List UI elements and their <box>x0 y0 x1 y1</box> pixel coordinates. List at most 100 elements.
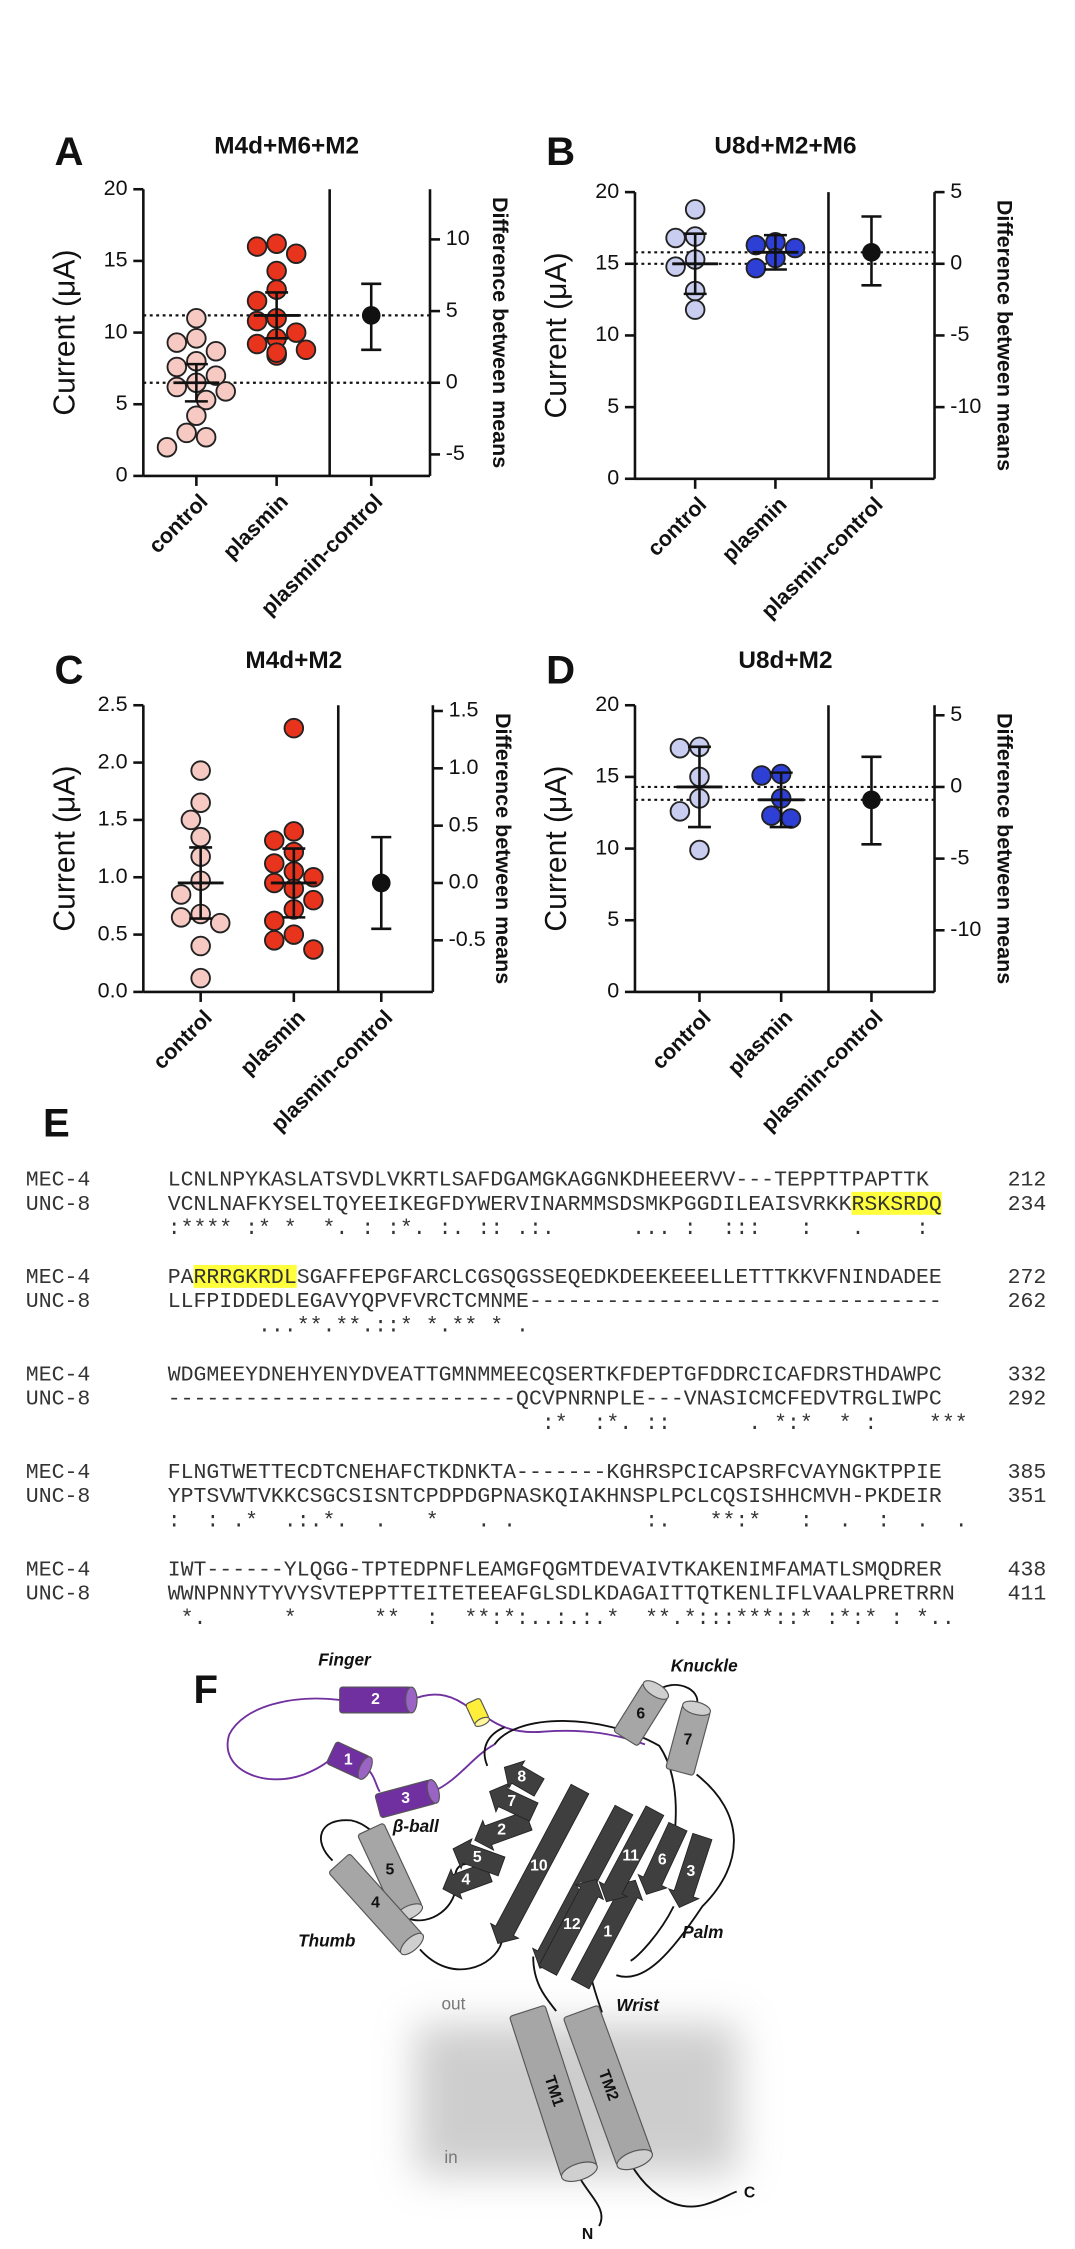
strand-label: 4 <box>461 1872 470 1889</box>
strand <box>637 1821 688 1895</box>
y2-tick-label: -5 <box>446 441 465 465</box>
x-tick-label: plasmin <box>236 1005 310 1079</box>
y-tick-label: 0.0 <box>98 979 128 1003</box>
chart-title: U8d+M2 <box>738 647 832 674</box>
data-point <box>264 830 285 851</box>
y-axis-title: Current (μA) <box>49 250 82 416</box>
data-point <box>761 805 782 826</box>
data-point <box>264 910 285 932</box>
strand-arrow <box>667 1832 713 1908</box>
data-point <box>303 889 324 911</box>
helix <box>665 1700 712 1776</box>
data-point <box>246 236 268 257</box>
strand-arrow <box>598 1805 665 1903</box>
chart-title: U8d+M2+M6 <box>714 132 856 159</box>
helix-end <box>616 2149 654 2171</box>
y2-axis-title: Difference between means <box>993 713 1017 984</box>
y-tick-label: 2.5 <box>98 692 128 716</box>
strand-label: 11 <box>622 1847 639 1864</box>
y-tick-label: 20 <box>595 692 619 716</box>
data-point <box>751 765 772 786</box>
residues: LCNLNPYKASLATSVDLVKRTLSAFDGAMGKAGGNKDHEE… <box>168 1168 929 1192</box>
panel-label: A <box>54 129 83 174</box>
y2-tick-label: 5 <box>446 298 458 322</box>
y2-tick-label: 0 <box>446 369 458 393</box>
data-point <box>190 967 211 989</box>
region-label: β-ball <box>392 1816 440 1836</box>
data-point <box>166 376 188 398</box>
loop <box>419 1941 503 1971</box>
helix-end <box>682 1700 712 1716</box>
residues: YPTSVWTVKKCSGCSISNTCPDPDGPNASKQIAKHNSPLP… <box>168 1485 942 1509</box>
helix <box>465 1698 491 1727</box>
data-point <box>190 792 211 813</box>
y2-tick-label: 10 <box>446 226 470 250</box>
strand-arrow <box>503 1760 545 1797</box>
x-tick-label: control <box>647 1005 715 1073</box>
data-point <box>665 256 686 277</box>
y-tick-label: 5 <box>607 394 619 418</box>
y2-tick-label: -5 <box>950 845 969 869</box>
terminus: N <box>582 2226 593 2243</box>
data-point <box>166 356 188 378</box>
data-point <box>186 308 207 329</box>
residues: SGAFFEPGFARCLCGSQGSSEQEDKDEEKEEELLETTTKK… <box>297 1266 942 1290</box>
data-point <box>205 365 227 386</box>
y-tick-label: 0.5 <box>98 921 128 945</box>
strand-label: 1 <box>603 1923 612 1940</box>
helix-label: 7 <box>684 1731 693 1748</box>
data-point <box>283 821 305 842</box>
data-point <box>205 340 227 362</box>
consensus: :**** :* * *. : :*. :. :: .:. ... : ::: … <box>168 1217 929 1241</box>
data-point <box>303 939 324 960</box>
data-point <box>246 290 268 312</box>
strand-label: 6 <box>658 1852 667 1869</box>
x-tick-label: plasmin <box>218 489 292 563</box>
helix <box>329 1854 425 1956</box>
strand <box>452 1838 506 1877</box>
loop <box>410 1693 471 1710</box>
helix <box>374 1779 440 1819</box>
y2-tick-label: 1.5 <box>449 698 479 722</box>
sequence: IWT------YLQGG-TPTEDPNFLEAMGFQGMTDEVAIVT… <box>168 1558 942 1582</box>
loop <box>483 1726 505 1767</box>
loop <box>432 1743 495 1793</box>
helix-end <box>426 1779 440 1804</box>
helix-label: 3 <box>401 1790 410 1807</box>
y2-tick-label: 1.0 <box>449 755 479 779</box>
strand <box>489 1782 539 1822</box>
data-point <box>665 227 686 249</box>
y-tick-label: 15 <box>595 250 619 274</box>
y-tick-label: 20 <box>595 179 619 203</box>
data-point <box>266 260 287 282</box>
data-point <box>186 328 207 349</box>
data-point <box>266 342 287 363</box>
strand-arrow <box>489 1782 539 1822</box>
y-tick-label: 0 <box>607 465 619 489</box>
strand-arrow <box>489 1783 590 1944</box>
sequence-name: UNC-8 <box>26 1290 91 1314</box>
data-point <box>283 924 305 945</box>
sequence-name: MEC-4 <box>26 1363 91 1387</box>
y2-axis-title: Difference between means <box>993 200 1017 471</box>
helix <box>326 1741 373 1780</box>
data-point <box>745 257 767 279</box>
region-label: Palm <box>682 1922 723 1942</box>
data-point <box>285 322 307 343</box>
sequence-end: 212 <box>1008 1168 1047 1192</box>
sequence-name: UNC-8 <box>26 1583 91 1607</box>
region-label: Knuckle <box>671 1655 738 1675</box>
highlight <box>193 1264 297 1288</box>
strand-label: 7 <box>507 1793 516 1810</box>
data-point <box>684 299 706 320</box>
residues: PA <box>168 1266 194 1290</box>
sequence: WDGMEEYDNEHYENYDVEATTGMNMMEECQSERTKFDEPT… <box>168 1363 942 1387</box>
residues: WWNPNNYTYVYSVTEPPTTEITETEEAFGLSDLKDAGAIT… <box>168 1583 955 1607</box>
strand-label: 5 <box>473 1849 482 1866</box>
loop <box>616 1773 735 1978</box>
panel-label: F <box>194 1667 219 1712</box>
y2-tick-label: 0.5 <box>449 812 479 836</box>
y2-tick-label: 5 <box>950 702 962 726</box>
strand-arrow <box>538 1878 605 1976</box>
